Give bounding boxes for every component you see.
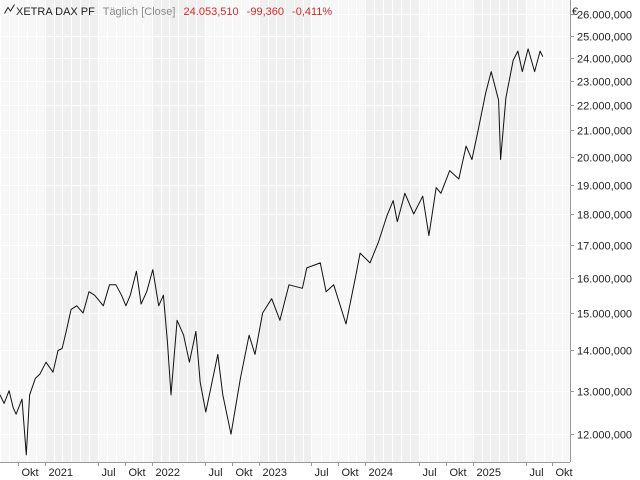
x-tick-label: Okt xyxy=(22,467,39,479)
x-axis-ticks: Okt 2021 Jul Okt 2022 Jul Okt 2023 Jul Okt 2024 Jul… xyxy=(18,462,573,479)
y-tick-label: 21.000,000 xyxy=(577,126,632,138)
x-tick-label: Okt xyxy=(129,467,146,479)
line-chart-icon xyxy=(4,4,15,14)
x-tick-label: Okt xyxy=(450,467,467,479)
y-axis-ticks: 12.000,000 13.000,000 14.000,000 15.000,000… xyxy=(570,10,632,442)
y-tick-label: 16.000,000 xyxy=(577,274,632,286)
last-value: 24.053,510 xyxy=(184,6,239,18)
x-tick-label: 2022 xyxy=(156,467,180,479)
x-tick-label: Jul xyxy=(315,467,329,479)
y-tick-label: 19.000,000 xyxy=(577,181,632,193)
x-tick-label: Jul xyxy=(102,467,116,479)
y-tick-label: 18.000,000 xyxy=(577,210,632,222)
y-tick-label: 25.000,000 xyxy=(577,32,632,44)
instrument-name: XETRA DAX PF xyxy=(16,6,95,18)
y-tick-label: 13.000,000 xyxy=(577,387,632,399)
y-tick-label: 17.000,000 xyxy=(577,241,632,253)
x-tick-label: Okt xyxy=(342,467,359,479)
interval-mode: Täglich [Close] xyxy=(103,6,176,18)
x-tick-label: Jul xyxy=(530,467,544,479)
price-line xyxy=(0,48,544,456)
chart-header: XETRA DAX PF Täglich [Close] 24.053,510 … xyxy=(4,4,332,18)
x-tick-label: Jul xyxy=(209,467,223,479)
currency-label: € xyxy=(572,6,578,18)
x-tick-label: 2021 xyxy=(49,467,73,479)
y-tick-label: 20.000,000 xyxy=(577,153,632,165)
change-percent: -0,411% xyxy=(292,6,332,18)
y-tick-label: 24.000,000 xyxy=(577,54,632,66)
header-text: XETRA DAX PF Täglich [Close] 24.053,510 … xyxy=(16,6,332,18)
y-tick-label: 22.000,000 xyxy=(577,101,632,113)
y-tick-label: 15.000,000 xyxy=(577,309,632,321)
x-tick-label: 2023 xyxy=(263,467,287,479)
y-tick-label: 26.000,000 xyxy=(577,10,632,22)
x-tick-label: Okt xyxy=(236,467,253,479)
x-tick-label: Okt xyxy=(556,467,573,479)
series-layer xyxy=(0,48,544,456)
x-tick-label: Jul xyxy=(423,467,437,479)
y-tick-label: 12.000,000 xyxy=(577,430,632,442)
change-value: -99,360 xyxy=(247,6,284,18)
grid-lines xyxy=(45,0,518,462)
x-tick-label: 2025 xyxy=(477,467,501,479)
x-tick-label: 2024 xyxy=(369,467,393,479)
y-tick-label: 23.000,000 xyxy=(577,77,632,89)
y-tick-label: 14.000,000 xyxy=(577,346,632,358)
